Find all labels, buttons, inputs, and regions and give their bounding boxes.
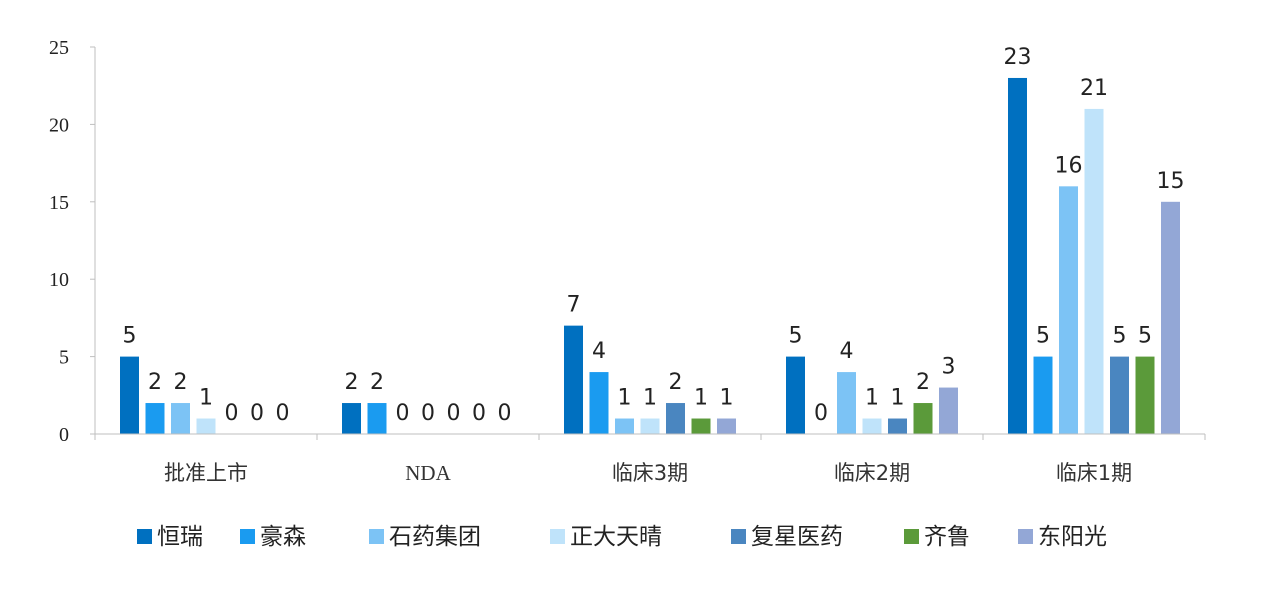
data-label: 1: [891, 386, 905, 411]
data-label: 5: [1138, 324, 1152, 349]
data-label: 5: [123, 324, 137, 349]
x-tick-label: 临床3期: [612, 461, 688, 485]
data-label: 4: [592, 339, 606, 364]
bar: [666, 403, 685, 434]
data-label: 0: [225, 401, 239, 426]
bar: [913, 403, 933, 434]
data-label: 5: [1036, 324, 1050, 349]
bar: [367, 403, 387, 434]
bar: [145, 403, 165, 434]
bar: [862, 418, 882, 434]
bar: [1084, 108, 1104, 435]
data-label: 2: [370, 370, 384, 395]
data-label: 7: [567, 293, 581, 318]
y-tick-label: 0: [59, 424, 69, 446]
data-label: 23: [1004, 45, 1032, 70]
x-tick-label: 临床2期: [834, 461, 910, 485]
x-axis: 批准上市 NDA 临床3期 临床2期 临床1期: [94, 433, 1206, 485]
data-label: 15: [1157, 169, 1185, 194]
y-tick-label: 15: [49, 192, 69, 214]
data-label: 1: [865, 386, 879, 411]
legend-label: 石药集团: [389, 524, 481, 550]
data-label: 1: [720, 386, 734, 411]
bar: [837, 372, 856, 434]
data-label: 0: [421, 401, 435, 426]
bar: [196, 418, 216, 434]
legend-swatch: [550, 529, 565, 544]
y-axis: 0 5 10 15 20 25: [49, 37, 96, 446]
data-label: 0: [814, 401, 828, 426]
bar: [1008, 77, 1027, 435]
y-tick-label: 25: [49, 37, 69, 59]
legend-label: 齐鲁: [924, 524, 970, 550]
x-tick-label: 批准上市: [164, 461, 248, 485]
bar: [1059, 186, 1078, 434]
data-label: 5: [1113, 324, 1127, 349]
legend-swatch: [1018, 529, 1033, 544]
bar: [120, 356, 139, 434]
legend: 恒瑞 豪森 石药集团 正大天晴 复星医药 齐鲁 东阳光: [137, 524, 1107, 550]
legend-label: 东阳光: [1038, 524, 1107, 550]
legend-swatch: [731, 529, 746, 544]
legend-item: 复星医药: [731, 524, 843, 550]
bar: [1110, 356, 1129, 434]
legend-item: 恒瑞: [137, 524, 203, 550]
bar: [342, 403, 361, 434]
data-label: 2: [916, 370, 930, 395]
legend-label: 正大天晴: [570, 524, 662, 550]
data-label: 0: [498, 401, 512, 426]
bar: [717, 418, 736, 434]
y-tick-label: 5: [59, 347, 69, 369]
data-label: 0: [396, 401, 410, 426]
bars: [120, 77, 1180, 435]
legend-swatch: [904, 529, 919, 544]
bar: [691, 418, 711, 434]
legend-item: 齐鲁: [904, 524, 970, 550]
legend-label: 豪森: [260, 524, 306, 550]
data-label: 1: [199, 386, 213, 411]
bar: [564, 325, 583, 434]
data-label: 0: [447, 401, 461, 426]
data-label: 2: [174, 370, 188, 395]
data-label: 5: [789, 324, 803, 349]
legend-label: 复星医药: [751, 524, 843, 550]
bar: [786, 356, 805, 434]
data-label: 2: [669, 370, 683, 395]
legend-swatch: [369, 529, 384, 544]
data-label: 16: [1055, 153, 1083, 178]
legend-item: 正大天晴: [550, 524, 662, 550]
legend-swatch: [240, 529, 255, 544]
data-label: 0: [250, 401, 264, 426]
y-tick-label: 10: [49, 269, 69, 291]
legend-swatch: [137, 529, 152, 544]
bar: [1033, 356, 1053, 434]
data-label: 3: [942, 355, 956, 380]
data-label: 0: [276, 401, 290, 426]
data-label: 1: [618, 386, 632, 411]
legend-label: 恒瑞: [157, 524, 203, 550]
data-label: 0: [472, 401, 486, 426]
bar: [939, 387, 958, 434]
data-label: 21: [1080, 76, 1108, 101]
bar: [888, 418, 907, 434]
data-label: 2: [148, 370, 162, 395]
data-label: 1: [694, 386, 708, 411]
data-label: 1: [643, 386, 657, 411]
data-label: 4: [840, 339, 854, 364]
bar: [171, 403, 190, 434]
x-tick-label: NDA: [405, 461, 451, 485]
x-tick-label: 临床1期: [1056, 461, 1132, 485]
y-tick-label: 20: [49, 114, 69, 136]
bar: [1161, 201, 1180, 434]
legend-item: 石药集团: [369, 524, 481, 550]
bar: [589, 372, 609, 434]
data-label: 2: [345, 370, 359, 395]
legend-item: 豪森: [240, 524, 306, 550]
bar: [640, 418, 660, 434]
legend-item: 东阳光: [1018, 524, 1107, 550]
bar: [615, 418, 634, 434]
bar: [1135, 356, 1155, 434]
